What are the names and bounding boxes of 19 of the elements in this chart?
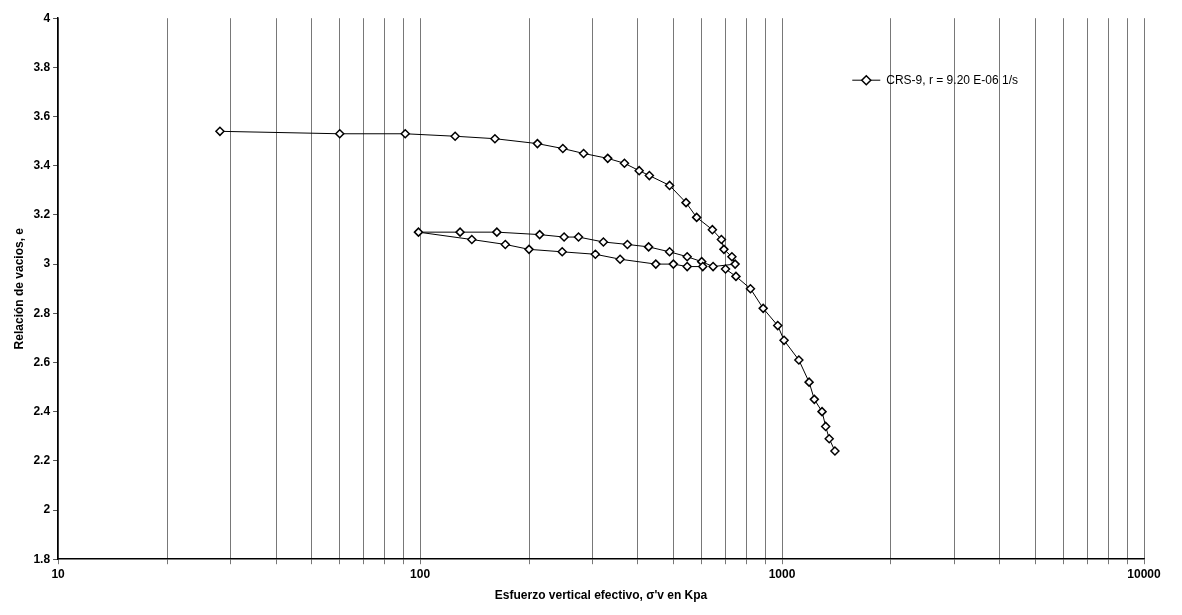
y-axis-title: Relación de vacios, e (11, 227, 26, 350)
x-tick-label: 10000 (1127, 566, 1162, 581)
y-tick-label: 3 (43, 256, 51, 271)
legend-label: CRS-9, r = 9.20 E-06 1/s (886, 72, 1019, 87)
x-tick-label: 10 (51, 566, 66, 581)
y-tick-label: 2.8 (33, 305, 51, 320)
x-tick-label: 1000 (768, 566, 796, 581)
y-tick-label: 4 (43, 10, 51, 25)
y-tick-label: 2.2 (33, 453, 51, 468)
y-tick-label: 3.4 (33, 158, 51, 173)
y-tick-label: 2.6 (33, 354, 51, 369)
y-tick-label: 2.4 (33, 403, 51, 418)
x-axis-title: Esfuerzo vertical efectivo, σ'v en Kpa (494, 588, 708, 603)
x-tick-label: 100 (410, 566, 431, 581)
y-tick-label: 3.6 (33, 108, 51, 123)
y-tick-label: 3.2 (33, 207, 51, 222)
y-tick-label: 3.8 (33, 59, 51, 74)
y-tick-label: 1.8 (33, 551, 51, 566)
y-tick-label: 2 (43, 502, 51, 517)
